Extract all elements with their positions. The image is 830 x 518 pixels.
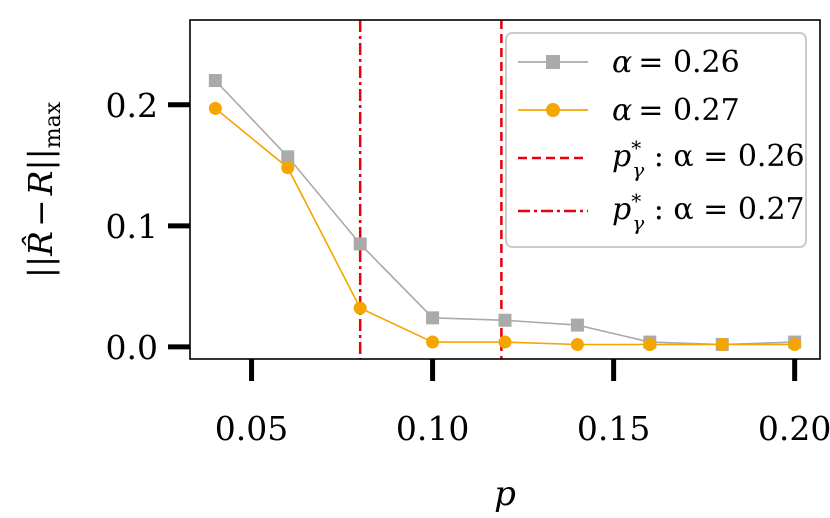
x-axis-label: p: [494, 474, 516, 514]
legend-alpha-026: α: [612, 45, 632, 80]
legend-alpha-027: α: [612, 93, 632, 128]
data-point-circle: [208, 101, 222, 115]
legend-star-026: *: [631, 136, 641, 160]
legend-marker-square: [546, 55, 560, 69]
x-tick-label: 0.05: [215, 409, 288, 448]
y-axis-label: ||R̂−R||max: [20, 101, 66, 278]
data-point-circle: [281, 161, 295, 175]
y-label-norm-open: ||: [21, 256, 60, 278]
y-label-rhat: R̂: [20, 231, 60, 257]
legend-text-alpha-027: α = 0.27: [612, 93, 740, 128]
legend-rest-027: : α = 0.27: [644, 192, 804, 227]
legend-text-pgamma-026: p* γ : α = 0.26: [612, 136, 805, 182]
legend-gamma-026: γ: [632, 158, 644, 182]
y-label-minus: −: [21, 199, 60, 227]
legend-entry-alpha-026: α = 0.26: [518, 45, 740, 80]
data-point-square: [426, 311, 440, 325]
legend-text-alpha-026: α = 0.26: [612, 45, 740, 80]
data-point-square: [281, 150, 295, 164]
y-tick-label: 0.1: [106, 207, 158, 246]
plot-area: [208, 20, 802, 359]
legend-p-027: p: [612, 192, 631, 227]
legend-entry-pgamma-027: p* γ : α = 0.27: [518, 189, 805, 235]
data-point-circle: [643, 337, 657, 351]
legend-value-027: = 0.27: [638, 93, 739, 128]
legend-text-pgamma-027: p* γ : α = 0.27: [612, 189, 805, 235]
data-point-circle: [426, 335, 440, 349]
y-label-norm-close: ||: [21, 148, 60, 170]
legend-star-027: *: [631, 189, 641, 213]
x-axis: 0.05 0.10 0.15 0.20: [215, 359, 830, 448]
data-point-square: [208, 74, 222, 88]
y-tick-label: 0.2: [106, 86, 158, 125]
x-tick-label: 0.10: [396, 409, 469, 448]
data-point-circle: [498, 335, 512, 349]
x-tick-label: 0.20: [758, 409, 830, 448]
legend-gamma-027: γ: [632, 211, 644, 235]
legend-p-026: p: [612, 139, 631, 174]
plot-frame: [189, 19, 821, 360]
data-point-square: [570, 318, 584, 332]
data-point-square: [353, 237, 367, 251]
y-axis: 0.0 0.1 0.2: [106, 86, 190, 367]
data-point-circle: [788, 337, 802, 351]
data-point-circle: [570, 337, 584, 351]
x-tick-label: 0.15: [577, 409, 650, 448]
legend-box: [505, 32, 807, 248]
legend: α = 0.26 α = 0.27 p* γ : α = 0.26 p* γ : α =…: [505, 32, 807, 248]
y-label-r: R: [21, 171, 60, 197]
legend-marker-circle: [546, 103, 560, 117]
data-point-square: [498, 313, 512, 327]
data-point-circle: [715, 337, 729, 351]
legend-rest-026: : α = 0.26: [644, 139, 804, 174]
data-point-circle: [353, 301, 367, 315]
y-label-subscript: max: [41, 101, 66, 148]
y-tick-label: 0.0: [106, 328, 158, 367]
legend-entry-pgamma-026: p* γ : α = 0.26: [518, 136, 805, 182]
legend-value-026: = 0.26: [638, 45, 739, 80]
legend-entry-alpha-027: α = 0.27: [518, 93, 740, 128]
